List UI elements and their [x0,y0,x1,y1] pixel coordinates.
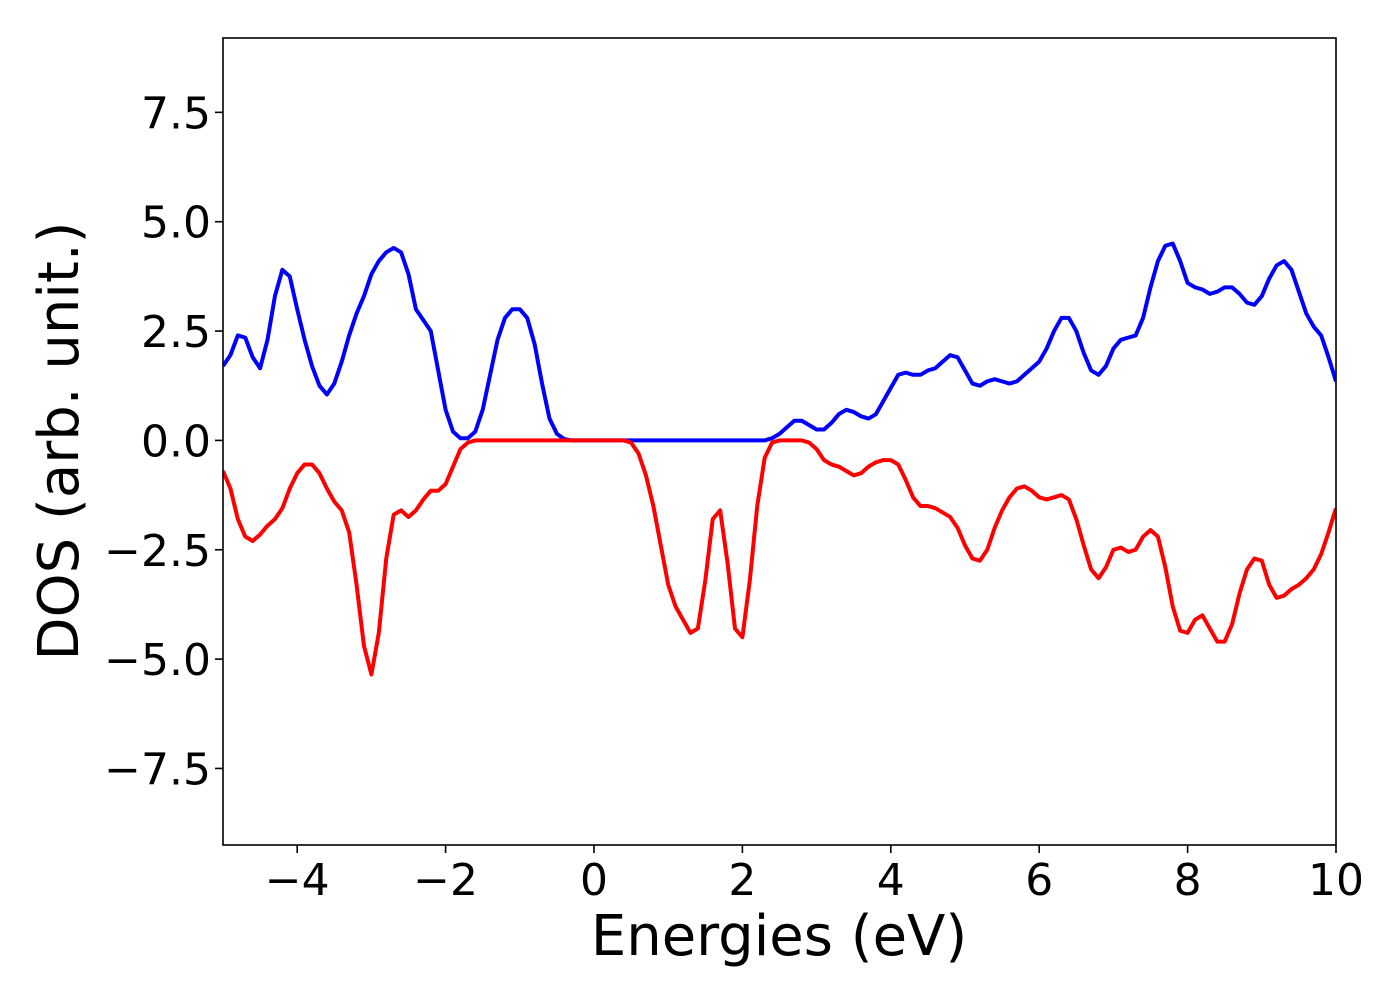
y-tick-label: 7.5 [141,88,211,139]
series-line [223,241,1336,443]
x-tick-label: 0 [580,855,608,906]
x-tick-label: 10 [1308,855,1364,906]
y-axis-label: DOS (arb. unit.) [27,221,92,660]
y-tick-label: 2.5 [141,307,211,358]
x-tick-label: −2 [413,855,478,906]
x-tick-label: 8 [1174,855,1202,906]
plot-frame [222,37,1337,846]
x-tick-label: 6 [1025,855,1053,906]
plot-area [223,241,1336,677]
x-tick-label: 2 [728,855,756,906]
y-tick-label: 5.0 [141,198,211,249]
y-tick-label: −5.0 [104,635,211,686]
x-tick-label: 4 [877,855,905,906]
y-tick-label: 0.0 [141,416,211,467]
x-axis-label: Energies (eV) [591,904,967,969]
series-line [223,438,1336,677]
y-tick-label: −7.5 [104,744,211,795]
y-tick-label: −2.5 [104,526,211,577]
x-tick-label: −4 [265,855,330,906]
